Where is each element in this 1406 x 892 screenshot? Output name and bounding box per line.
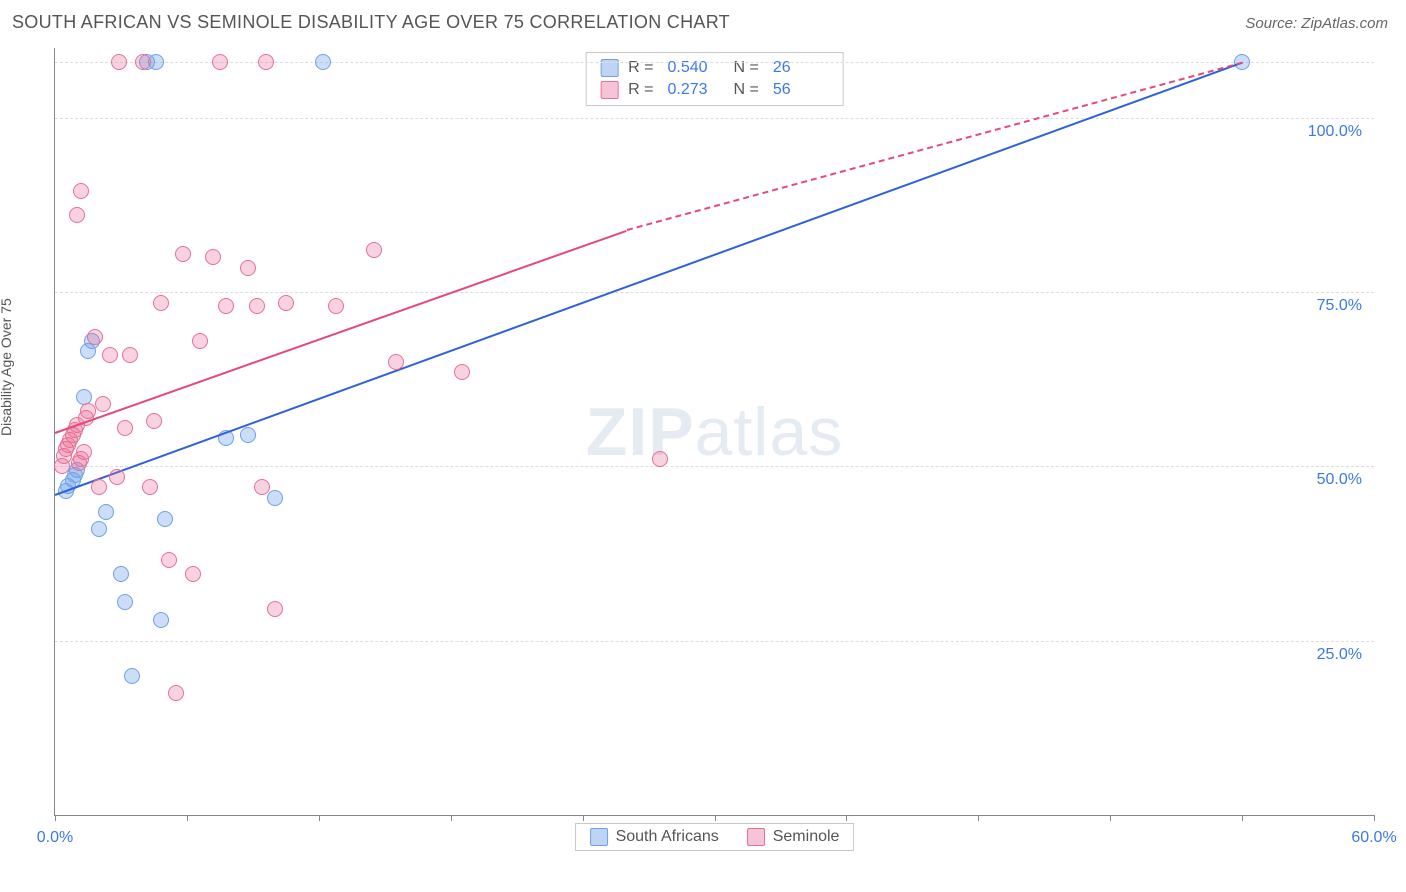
scatter-point <box>124 668 140 684</box>
x-tick <box>187 815 188 821</box>
scatter-point <box>315 54 331 70</box>
scatter-point <box>102 347 118 363</box>
x-tick <box>715 815 716 821</box>
x-tick <box>1242 815 1243 821</box>
gridline-h <box>55 118 1374 119</box>
scatter-point <box>267 490 283 506</box>
x-tick <box>451 815 452 821</box>
scatter-point <box>652 451 668 467</box>
legend-swatch-icon <box>590 828 608 846</box>
scatter-point <box>73 183 89 199</box>
scatter-point <box>258 54 274 70</box>
series-legend: South Africans Seminole <box>575 823 855 851</box>
scatter-point <box>205 249 221 265</box>
scatter-point <box>278 295 294 311</box>
chart-source: Source: ZipAtlas.com <box>1245 15 1388 32</box>
legend-r-label: R = <box>628 81 653 99</box>
scatter-point <box>153 295 169 311</box>
gridline-h <box>55 292 1374 293</box>
chart-title: SOUTH AFRICAN VS SEMINOLE DISABILITY AGE… <box>12 12 730 33</box>
gridline-h <box>55 641 1374 642</box>
scatter-point <box>254 479 270 495</box>
gridline-h <box>55 62 1374 63</box>
x-tick <box>1374 815 1375 821</box>
scatter-point <box>95 396 111 412</box>
chart-container: Disability Age Over 75 ZIPatlas R = 0.54… <box>12 48 1394 870</box>
y-tick-label: 50.0% <box>1317 471 1362 489</box>
source-name: ZipAtlas.com <box>1301 15 1388 32</box>
x-tick-label: 60.0% <box>1351 829 1396 847</box>
legend-n-label: N = <box>734 81 759 99</box>
legend-label-seminole: Seminole <box>773 828 840 846</box>
legend-label-south-africans: South Africans <box>616 828 719 846</box>
scatter-point <box>146 413 162 429</box>
scatter-point <box>328 298 344 314</box>
y-tick-label: 100.0% <box>1308 123 1362 141</box>
scatter-point <box>153 612 169 628</box>
scatter-point <box>117 594 133 610</box>
scatter-point <box>91 521 107 537</box>
x-tick <box>846 815 847 821</box>
scatter-point <box>91 479 107 495</box>
scatter-point <box>240 427 256 443</box>
watermark: ZIPatlas <box>586 393 843 471</box>
x-tick <box>55 815 56 821</box>
scatter-point <box>113 566 129 582</box>
legend-r-value-1: 0.273 <box>668 81 724 99</box>
scatter-point <box>454 364 470 380</box>
scatter-point <box>122 347 138 363</box>
legend-n-value-1: 56 <box>773 81 829 99</box>
scatter-point <box>76 444 92 460</box>
y-tick-label: 75.0% <box>1317 297 1362 315</box>
legend-swatch-seminole <box>600 81 618 99</box>
correlation-legend: R = 0.540 N = 26 R = 0.273 N = 56 <box>585 52 844 106</box>
y-axis-label: Disability Age Over 75 <box>0 298 14 436</box>
scatter-point <box>218 298 234 314</box>
source-prefix: Source: <box>1245 15 1301 32</box>
chart-header: SOUTH AFRICAN VS SEMINOLE DISABILITY AGE… <box>0 0 1406 41</box>
scatter-point <box>388 354 404 370</box>
scatter-point <box>161 552 177 568</box>
x-tick <box>1110 815 1111 821</box>
scatter-point <box>192 333 208 349</box>
scatter-point <box>185 566 201 582</box>
scatter-point <box>168 685 184 701</box>
scatter-point <box>98 504 114 520</box>
regression-line <box>55 229 627 433</box>
scatter-point <box>69 207 85 223</box>
scatter-point <box>111 54 127 70</box>
gridline-h <box>55 466 1374 467</box>
scatter-point <box>175 246 191 262</box>
regression-line <box>55 62 1243 496</box>
scatter-point <box>249 298 265 314</box>
scatter-point <box>240 260 256 276</box>
legend-item-south-africans: South Africans <box>590 828 719 846</box>
x-tick-label: 0.0% <box>37 829 73 847</box>
scatter-point <box>135 54 151 70</box>
scatter-point <box>267 601 283 617</box>
scatter-point <box>87 329 103 345</box>
legend-swatch-icon <box>747 828 765 846</box>
plot-area: ZIPatlas R = 0.540 N = 26 R = 0.273 N = … <box>54 48 1374 816</box>
scatter-point <box>117 420 133 436</box>
legend-row-seminole: R = 0.273 N = 56 <box>586 79 843 101</box>
scatter-point <box>366 242 382 258</box>
scatter-point <box>157 511 173 527</box>
x-tick <box>583 815 584 821</box>
x-tick <box>319 815 320 821</box>
y-tick-label: 25.0% <box>1317 646 1362 664</box>
scatter-point <box>80 403 96 419</box>
legend-row-south-africans: R = 0.540 N = 26 <box>586 57 843 79</box>
x-tick <box>978 815 979 821</box>
scatter-point <box>212 54 228 70</box>
legend-item-seminole: Seminole <box>747 828 840 846</box>
scatter-point <box>109 469 125 485</box>
scatter-point <box>142 479 158 495</box>
